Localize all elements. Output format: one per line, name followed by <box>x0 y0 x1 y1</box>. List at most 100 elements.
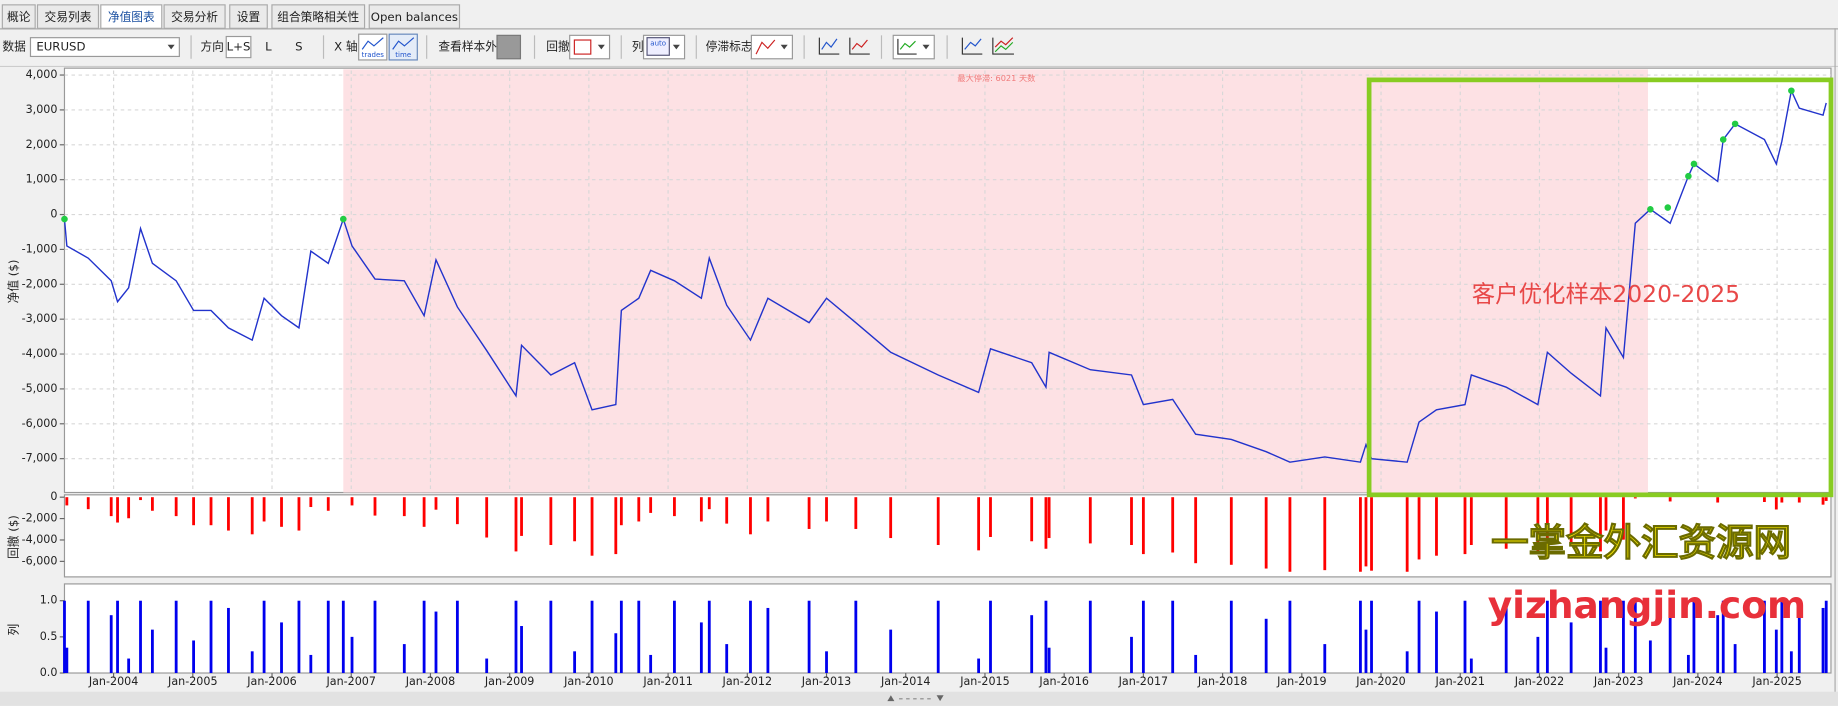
bar <box>1569 622 1573 674</box>
drawdown-label: 回撤 <box>546 40 570 54</box>
bar <box>1405 651 1409 674</box>
y-tick-label: 1.0 <box>40 594 58 607</box>
bar <box>1435 611 1438 674</box>
callout: 客户优化样本2020-2025 <box>1472 280 1740 308</box>
icon-button[interactable] <box>849 37 870 55</box>
peak-marker <box>1664 204 1672 211</box>
bar <box>977 658 981 674</box>
splitter-down[interactable] <box>936 695 944 702</box>
bar <box>422 497 426 527</box>
x-tick-label: Jan-2020 <box>1355 675 1405 688</box>
bar <box>227 607 230 674</box>
bar <box>227 497 230 531</box>
peak-marker <box>1788 87 1795 95</box>
icon <box>573 39 592 55</box>
bar <box>1141 600 1145 674</box>
bar <box>1417 497 1421 560</box>
bar <box>1323 497 1327 571</box>
bar <box>1686 654 1690 674</box>
icon-button[interactable] <box>992 37 1014 55</box>
bar <box>250 651 254 674</box>
bar <box>150 629 154 674</box>
bar <box>65 647 69 674</box>
stagnation-label: 停滞标志 <box>706 40 753 54</box>
x-tick-label: Jan-2025 <box>1751 675 1801 688</box>
bar <box>280 497 283 527</box>
x-tick-label: Jan-2011 <box>642 675 692 688</box>
bar <box>1763 600 1766 674</box>
icon-button[interactable] <box>961 37 983 55</box>
x-tick-label: Jan-2010 <box>563 675 613 688</box>
direction-button[interactable] <box>225 35 252 59</box>
bar <box>1030 615 1034 674</box>
bar <box>1569 497 1573 545</box>
direction-label: 方向 <box>200 40 223 54</box>
oos-label: 查看样本外 <box>438 40 497 54</box>
bar <box>209 600 213 674</box>
bar <box>1194 497 1198 564</box>
x-tick-label: Jan-2021 <box>1434 675 1484 688</box>
y-tick-label: -6,000 <box>22 417 58 430</box>
bar <box>649 497 653 513</box>
bar <box>989 497 992 537</box>
oos-toggle[interactable] <box>496 34 522 60</box>
bar <box>520 497 523 536</box>
direction-option[interactable]: S <box>295 40 302 54</box>
peak-marker <box>1647 206 1654 213</box>
y-tick-label: 3,000 <box>26 103 58 116</box>
bottom-bar <box>0 691 1838 706</box>
bar <box>1463 497 1467 555</box>
x-tick-label: Jan-2008 <box>405 675 455 688</box>
icon <box>755 39 776 55</box>
bar <box>1417 600 1421 674</box>
splitter-up[interactable] <box>887 695 895 702</box>
x-tick-label: Jan-2007 <box>325 675 375 688</box>
symbol-dropdown[interactable] <box>29 37 180 58</box>
columns-label: 列 <box>632 40 644 54</box>
tab-label: 交易列表 <box>45 10 92 24</box>
bar <box>174 600 178 674</box>
bar <box>326 600 330 674</box>
y-tick-label: 0.0 <box>40 666 58 679</box>
tab-label: 概论 <box>7 10 31 24</box>
icon <box>361 37 384 50</box>
bar <box>1821 497 1825 505</box>
bar <box>854 497 858 529</box>
bar <box>309 654 313 674</box>
x-tick-label: Jan-2006 <box>246 675 296 688</box>
direction-option[interactable]: L <box>265 40 272 54</box>
y-tick-label: -7,000 <box>22 452 58 465</box>
data-label: 数据 <box>2 40 26 54</box>
watermark: 一掌金外汇资源网 <box>1491 521 1791 565</box>
columns-option: auto <box>650 39 666 48</box>
bar <box>1599 497 1602 552</box>
bar <box>116 497 119 523</box>
icon <box>646 37 670 56</box>
y-axis-label: 净值 ($) <box>7 260 21 304</box>
bar <box>619 600 623 674</box>
x-tick-label: Jan-2016 <box>1038 675 1088 688</box>
bar <box>673 497 676 517</box>
bar <box>150 497 154 511</box>
x-tick-label: Jan-2024 <box>1672 675 1722 688</box>
bar <box>485 658 489 674</box>
shaded-region <box>343 69 1648 493</box>
xaxis-label: X 轴 <box>334 40 357 54</box>
icon <box>821 38 838 50</box>
x-tick-label: Jan-2023 <box>1593 675 1643 688</box>
bar <box>1504 497 1508 549</box>
drawdown-dropdown[interactable] <box>569 34 611 60</box>
bar <box>1044 497 1048 549</box>
bar <box>1047 497 1051 539</box>
stagnation-dropdown[interactable] <box>750 34 793 60</box>
bar <box>549 600 553 674</box>
bar <box>1599 600 1602 674</box>
bar <box>326 497 330 511</box>
bar <box>1364 629 1368 674</box>
icon-button[interactable] <box>818 37 840 55</box>
chart-dropdown[interactable] <box>892 34 935 60</box>
bar <box>341 600 345 674</box>
bar <box>1668 497 1672 502</box>
bar <box>309 497 313 508</box>
icon <box>994 37 1014 48</box>
